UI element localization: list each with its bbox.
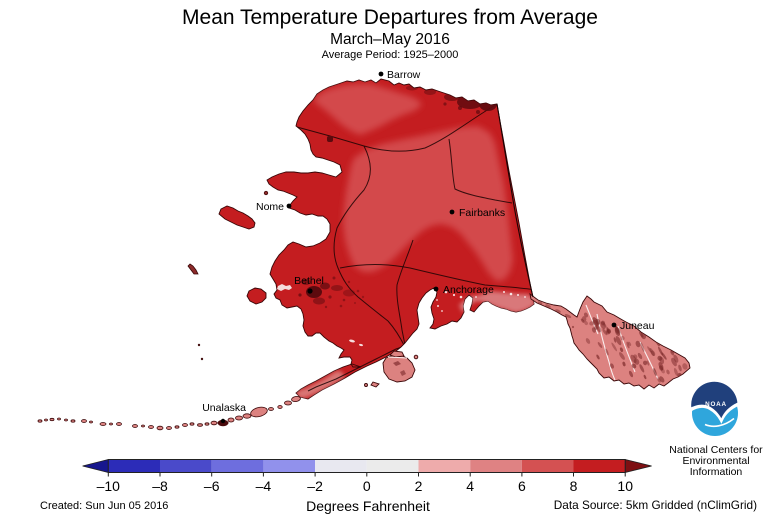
svg-text:Anchorage: Anchorage [443, 284, 494, 296]
svg-text:–4: –4 [256, 478, 272, 494]
svg-text:Fairbanks: Fairbanks [459, 207, 505, 219]
svg-text:Created: Sun Jun 05 2016: Created: Sun Jun 05 2016 [40, 500, 168, 512]
svg-text:2: 2 [415, 478, 423, 494]
svg-text:Bethel: Bethel [294, 275, 324, 287]
svg-text:Degrees Fahrenheit: Degrees Fahrenheit [306, 498, 430, 514]
svg-text:Nome: Nome [256, 201, 284, 213]
svg-text:National Centers for: National Centers for [669, 444, 763, 456]
svg-text:–2: –2 [307, 478, 323, 494]
svg-text:NOAA: NOAA [705, 401, 727, 408]
svg-text:Juneau: Juneau [620, 320, 655, 332]
svg-text:Unalaska: Unalaska [202, 402, 246, 414]
svg-text:–6: –6 [204, 478, 220, 494]
svg-text:6: 6 [518, 478, 526, 494]
svg-text:Barrow: Barrow [387, 69, 421, 81]
svg-text:Environmental: Environmental [682, 455, 749, 467]
svg-text:10: 10 [617, 478, 633, 494]
svg-text:0: 0 [363, 478, 371, 494]
svg-text:–10: –10 [97, 478, 121, 494]
svg-text:–8: –8 [152, 478, 168, 494]
svg-text:8: 8 [570, 478, 578, 494]
svg-text:Data Source: 5km Gridded (nCli: Data Source: 5km Gridded (nClimGrid) [554, 498, 757, 512]
svg-text:4: 4 [466, 478, 474, 494]
svg-text:Information: Information [690, 466, 743, 478]
